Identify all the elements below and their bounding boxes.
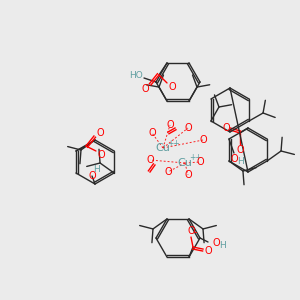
Text: O: O [96,128,104,138]
Text: Cu: Cu [156,143,170,153]
Text: O: O [230,154,238,164]
Text: H: H [238,158,244,166]
Text: O: O [184,170,192,180]
Text: O: O [88,171,96,181]
Text: O: O [199,135,207,145]
Text: O: O [204,246,212,256]
Text: O: O [164,167,172,177]
Text: O: O [166,120,174,130]
Text: ++: ++ [190,154,202,163]
Text: ++: ++ [168,139,180,148]
Text: O: O [146,155,154,165]
Text: O: O [187,226,195,236]
Text: H: H [220,242,226,250]
Text: O: O [148,128,156,138]
Text: O: O [184,123,192,133]
Text: HO: HO [129,71,143,80]
Text: O: O [212,238,220,248]
Text: H: H [94,166,100,175]
Text: Cu: Cu [178,158,192,168]
Text: O: O [236,145,244,155]
Text: O: O [97,150,105,160]
Text: -: - [193,227,197,237]
Text: O: O [141,84,149,94]
Text: O: O [196,157,204,167]
Text: O: O [222,123,230,133]
Text: O: O [168,82,176,92]
